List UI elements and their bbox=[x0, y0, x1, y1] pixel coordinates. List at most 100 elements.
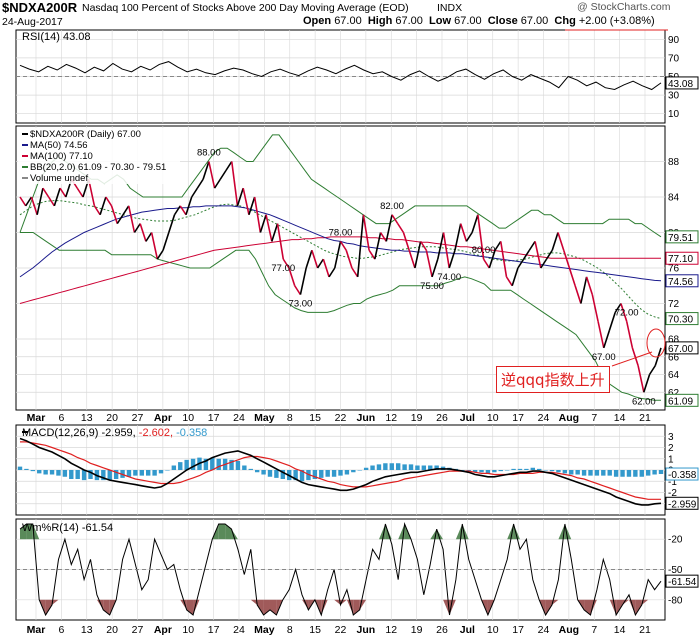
macd-histogram-bar bbox=[376, 464, 382, 470]
high-label: High bbox=[367, 15, 393, 27]
price-x-label: Jul bbox=[460, 412, 475, 424]
williams-oversold-fill bbox=[193, 599, 200, 615]
macd-histogram-bar bbox=[581, 470, 587, 476]
chart-symbol: $NDXA200R bbox=[2, 0, 78, 15]
price-tick: 88 bbox=[668, 157, 680, 168]
price-segment bbox=[294, 285, 302, 296]
williams-oversold-fill bbox=[346, 599, 354, 615]
price-x-label: 13 bbox=[81, 412, 93, 424]
macd-tick: 2 bbox=[668, 443, 674, 454]
macd-histogram-bar bbox=[229, 459, 234, 470]
williams-x-label: 7 bbox=[591, 624, 597, 636]
price-segment bbox=[614, 303, 622, 313]
williams-x-label: Aug bbox=[559, 624, 579, 636]
macd-histogram-bar bbox=[81, 470, 87, 481]
price-segment bbox=[305, 250, 313, 269]
macd-last-tag: -2.959 bbox=[668, 499, 697, 510]
price-segment bbox=[282, 258, 290, 269]
macd-histogram-bar bbox=[351, 470, 356, 473]
williams-tick: -50 bbox=[668, 565, 683, 576]
price-segment bbox=[202, 161, 210, 180]
macd-histogram-bar bbox=[389, 463, 394, 470]
close-value: 67.00 bbox=[520, 15, 549, 27]
price-x-label: 10 bbox=[487, 412, 499, 424]
macd-histogram-bar bbox=[49, 470, 55, 475]
price-segment bbox=[110, 205, 119, 224]
price-segment bbox=[53, 187, 61, 207]
williams-x-label: Apr bbox=[154, 624, 172, 636]
low-label: Low bbox=[429, 15, 452, 27]
price-x-label: 8 bbox=[287, 412, 293, 424]
macd-histogram-bar bbox=[524, 468, 529, 470]
price-segment bbox=[511, 267, 519, 286]
macd-histogram-bar bbox=[139, 470, 144, 476]
price-segment bbox=[30, 196, 38, 215]
price-segment bbox=[625, 321, 634, 349]
macd-histogram-bar bbox=[588, 470, 593, 476]
price-segment bbox=[276, 223, 285, 260]
price-segment bbox=[351, 267, 359, 278]
price-axis-tag: 67.00 bbox=[668, 344, 693, 355]
price-legend-item: BB(20,2.0) 61.09 - 70.30 - 79.51 bbox=[30, 162, 166, 173]
price-segment bbox=[442, 232, 451, 269]
price-segment bbox=[162, 232, 170, 251]
price-segment bbox=[471, 214, 479, 233]
macd-tick: -1 bbox=[668, 477, 677, 488]
macd-histogram-bar bbox=[152, 470, 157, 476]
rsi-tick: 10 bbox=[668, 109, 680, 120]
williams-oversold-fill bbox=[641, 599, 649, 605]
williams-x-label: Jun bbox=[357, 624, 376, 636]
price-segment bbox=[494, 240, 502, 251]
williams-oversold-fill bbox=[545, 599, 553, 615]
macd-histogram-bar bbox=[30, 470, 36, 472]
price-segment bbox=[397, 223, 405, 233]
price-segment bbox=[99, 196, 107, 215]
price-segment bbox=[242, 187, 250, 215]
price-segment bbox=[265, 214, 273, 242]
price-x-label: 15 bbox=[309, 412, 321, 424]
williams-oversold-fill bbox=[257, 599, 264, 615]
williams-x-label: 17 bbox=[512, 624, 524, 636]
macd-last-tag-box bbox=[665, 496, 699, 510]
williams-oversold-fill bbox=[52, 599, 59, 605]
price-x-label: 17 bbox=[512, 412, 524, 424]
williams-x-label: 13 bbox=[81, 624, 93, 636]
price-segment bbox=[574, 285, 582, 304]
macd-histogram-bar bbox=[370, 465, 375, 470]
macd-histogram-bar bbox=[479, 470, 484, 473]
price-segment bbox=[168, 214, 176, 233]
williams-oversold-fill bbox=[321, 599, 328, 615]
price-x-label: 20 bbox=[106, 412, 118, 424]
williams-oversold-fill bbox=[552, 599, 559, 605]
watermark: @ StockCharts.com bbox=[577, 1, 671, 13]
price-axis-tag-box bbox=[665, 393, 699, 407]
williams-x-label: 21 bbox=[639, 624, 651, 636]
macd-histogram-bar bbox=[492, 470, 497, 473]
macd-histogram-bar bbox=[594, 470, 600, 476]
williams-tick: -20 bbox=[668, 535, 683, 546]
price-segment bbox=[557, 232, 565, 251]
williams-x-label: 8 bbox=[287, 624, 293, 636]
price-tick: 68 bbox=[668, 335, 680, 346]
macd-histogram-bar bbox=[530, 467, 535, 470]
williams-x-label: 14 bbox=[614, 624, 626, 636]
macd-histogram-bar bbox=[575, 470, 580, 475]
price-segment bbox=[402, 232, 410, 251]
macd-histogram-bar bbox=[344, 470, 350, 475]
rsi-tick: 30 bbox=[668, 91, 680, 102]
price-annotation: 62.00 bbox=[632, 396, 656, 407]
macd-histogram-bar bbox=[113, 470, 119, 479]
macd-histogram-bar bbox=[171, 465, 177, 470]
price-segment bbox=[391, 214, 399, 225]
williams-x-label: 22 bbox=[335, 624, 347, 636]
price-x-label: 17 bbox=[208, 412, 220, 424]
macd-histogram-bar bbox=[274, 470, 279, 478]
macd-histogram-bar bbox=[299, 470, 305, 482]
price-annotation: 67.00 bbox=[592, 352, 616, 363]
macd-histogram-bar bbox=[126, 470, 132, 477]
price-annotation: 82.00 bbox=[380, 201, 404, 212]
price-segment bbox=[597, 321, 605, 349]
price-segment bbox=[431, 258, 439, 278]
price-segment bbox=[368, 249, 376, 260]
macd-histogram-bar bbox=[43, 470, 48, 475]
